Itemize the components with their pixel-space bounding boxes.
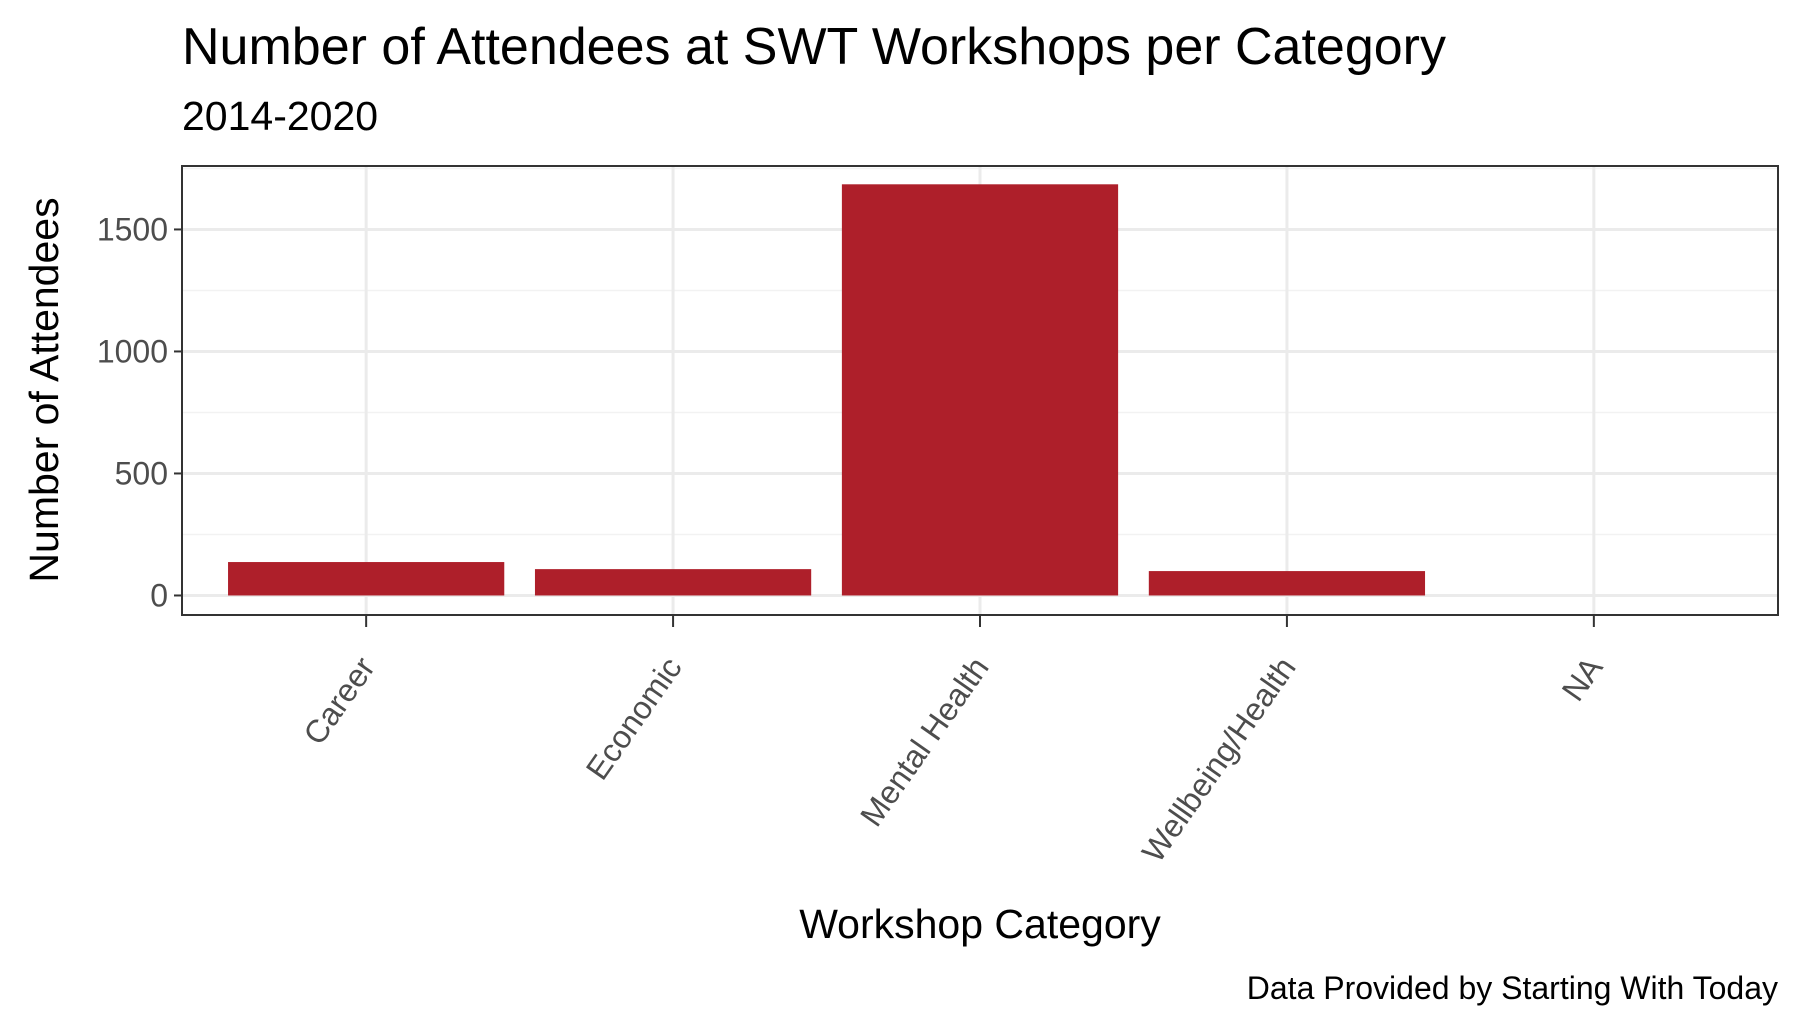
bar-career (228, 562, 505, 596)
bar-wellbeing-health (1148, 571, 1426, 596)
y-tick-label: 1500 (97, 211, 168, 247)
y-axis-title: Number of Attendees (21, 197, 67, 582)
x-tick-label: Economic (579, 650, 689, 786)
bar-economic (534, 569, 812, 596)
chart-subtitle: 2014-2020 (182, 93, 378, 139)
chart-title: Number of Attendees at SWT Workshops per… (182, 18, 1446, 76)
x-tick-label: Career (296, 650, 382, 751)
y-tick-label: 1000 (97, 333, 168, 369)
bar-mental-health (841, 184, 1119, 596)
x-tick-label: Wellbeing/Health (1135, 650, 1303, 868)
x-axis-title: Workshop Category (799, 901, 1161, 947)
x-tick-label: NA (1555, 650, 1610, 708)
bars-layer (228, 184, 1426, 596)
chart-caption: Data Provided by Starting With Today (1247, 970, 1778, 1006)
y-tick-label: 0 (150, 577, 168, 613)
y-tick-label: 500 (115, 455, 168, 491)
x-tick-label: Mental Health (853, 650, 996, 832)
y-axis: 0 500 1000 1500 (97, 211, 182, 613)
x-axis: Career Economic Mental Health Wellbeing/Hea… (296, 615, 1610, 869)
